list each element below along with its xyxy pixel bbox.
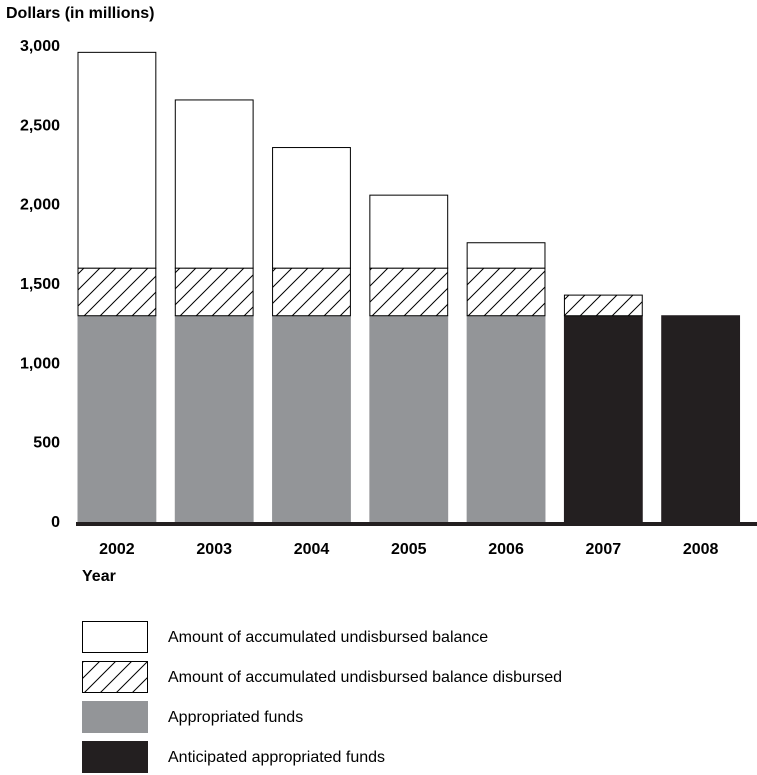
bar-segment-appropriated-funds-2005 bbox=[369, 315, 449, 523]
x-tick-label: 2004 bbox=[294, 541, 330, 558]
y-tick-label: 2,500 bbox=[20, 117, 60, 134]
legend-item-appropriated-funds: Appropriated funds bbox=[82, 701, 722, 735]
y-axis: 0 500 1,000 1,500 2,000 2,500 3,000 bbox=[20, 38, 60, 531]
bar-segment-amount-of-accumulated-undisbursed-balance-disbursed-2004 bbox=[272, 267, 351, 317]
bar-segment-amount-of-accumulated-undisbursed-balance-disbursed-2007 bbox=[563, 294, 643, 317]
legend-item-anticipated-funds: Anticipated appropriated funds bbox=[82, 741, 722, 775]
y-tick-label: 3,000 bbox=[20, 38, 60, 55]
bar-segment-anticipated-appropriated-funds-2008 bbox=[661, 315, 741, 523]
y-tick-label: 2,000 bbox=[20, 197, 60, 214]
x-tick-label: 2006 bbox=[488, 541, 524, 558]
bars bbox=[76, 51, 757, 526]
y-tick-label: 500 bbox=[33, 435, 60, 452]
bar-segment-amount-of-accumulated-undisbursed-balance-2005 bbox=[369, 194, 449, 269]
bar-segment-amount-of-accumulated-undisbursed-balance-disbursed-2003 bbox=[174, 267, 254, 317]
legend-item-balance-disbursed: Amount of accumulated undisbursed balanc… bbox=[82, 661, 722, 695]
bar-segment-amount-of-accumulated-undisbursed-balance-2002 bbox=[77, 51, 157, 269]
bar-segment-amount-of-accumulated-undisbursed-balance-2003 bbox=[174, 99, 254, 269]
bar-segment-amount-of-accumulated-undisbursed-balance-disbursed-2002 bbox=[77, 267, 157, 317]
x-axis: 2002 2003 2004 2005 2006 2007 2008 bbox=[99, 541, 718, 558]
legend-label-appropriated-funds: Appropriated funds bbox=[168, 709, 304, 726]
bar-segment-appropriated-funds-2004 bbox=[272, 315, 351, 523]
y-tick-label: 1,000 bbox=[20, 355, 60, 372]
legend-label-undisbursed-balance: Amount of accumulated undisbursed balanc… bbox=[168, 629, 489, 646]
bar-segment-amount-of-accumulated-undisbursed-balance-2006 bbox=[466, 242, 546, 269]
legend-swatch-balance-disbursed bbox=[82, 661, 148, 693]
x-tick-label: 2008 bbox=[683, 541, 719, 558]
x-axis-baseline bbox=[76, 522, 757, 526]
legend-swatch-undisbursed-balance bbox=[82, 621, 148, 653]
bar-segment-appropriated-funds-2003 bbox=[174, 315, 254, 523]
x-tick-label: 2007 bbox=[586, 541, 622, 558]
legend-label-balance-disbursed: Amount of accumulated undisbursed balanc… bbox=[168, 669, 563, 686]
y-tick-label: 1,500 bbox=[20, 276, 60, 293]
x-tick-label: 2002 bbox=[99, 541, 135, 558]
bar-segment-amount-of-accumulated-undisbursed-balance-disbursed-2005 bbox=[369, 267, 449, 317]
legend-swatch-anticipated-funds bbox=[82, 741, 148, 773]
x-tick-label: 2003 bbox=[196, 541, 232, 558]
legend-item-undisbursed-balance: Amount of accumulated undisbursed balanc… bbox=[82, 621, 722, 655]
bar-segment-anticipated-appropriated-funds-2007 bbox=[563, 315, 643, 523]
bar-segment-appropriated-funds-2002 bbox=[77, 315, 157, 523]
bar-segment-amount-of-accumulated-undisbursed-balance-disbursed-2006 bbox=[466, 267, 546, 317]
x-tick-label: 2005 bbox=[391, 541, 427, 558]
bar-segment-amount-of-accumulated-undisbursed-balance-2004 bbox=[272, 147, 351, 269]
legend-label-anticipated-funds: Anticipated appropriated funds bbox=[168, 749, 386, 766]
x-axis-title: Year bbox=[82, 568, 116, 585]
y-axis-title: Dollars (in millions) bbox=[6, 5, 155, 22]
legend-swatch-appropriated-funds bbox=[82, 701, 148, 733]
bar-segment-appropriated-funds-2006 bbox=[466, 315, 546, 523]
y-tick-label: 0 bbox=[51, 514, 60, 531]
